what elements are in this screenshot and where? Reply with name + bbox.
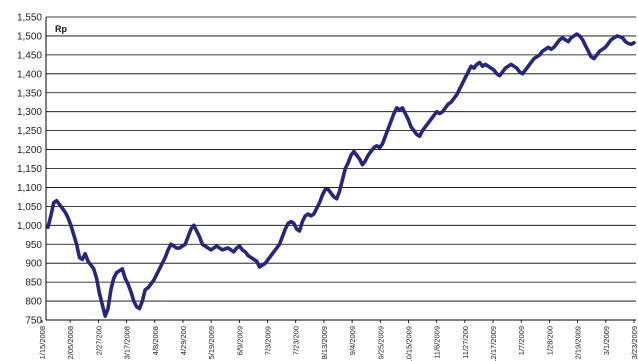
x-tick-label: 3/23/2009 [630, 326, 638, 359]
x-tick-label: 4/29/200 [179, 326, 188, 355]
x-tick-label: 7/3/2009 [264, 326, 273, 355]
x-tick-label: 10/15/2009 [404, 326, 413, 361]
x-tick-label: 2/19/2009 [574, 326, 583, 359]
y-tick-label: 1,550 [17, 13, 42, 24]
x-tick-label: 3/1/2009 [602, 326, 611, 355]
x-tick-label: 1/28/200 [545, 326, 554, 355]
chart-title: Rp [55, 24, 67, 34]
x-tick-label: 5/19/2009 [207, 326, 216, 359]
gridlines [46, 16, 636, 321]
y-tick-label: 950 [25, 240, 42, 251]
x-tick-label: 1/15/2008 [38, 326, 47, 359]
y-tick-label: 1,250 [17, 126, 42, 137]
x-tick-label: 9/4/2009 [348, 326, 357, 355]
y-tick-label: 1,000 [17, 221, 42, 232]
x-tick-label: 3/17/2008 [123, 326, 132, 359]
y-tick-label: 1,400 [17, 69, 42, 80]
y-tick-label: 1,100 [17, 183, 42, 194]
y-tick-label: 1,350 [17, 88, 42, 99]
x-axis-tick-labels: 1/15/2008 2/05/2008 2/27/200 3/17/2008 4/8/2… [38, 320, 638, 361]
x-tick-label: 6/9/2009 [235, 326, 244, 355]
y-axis-tick-labels: 750 800 850 900 950 1,000 1,050 1,100 1,150 1,200… [17, 13, 42, 327]
x-tick-label: 7/23/200 [292, 326, 301, 355]
y-tick-label: 1,300 [17, 107, 42, 118]
x-tick-label: 4/8/2008 [151, 326, 160, 355]
y-tick-label: 1,050 [17, 202, 42, 213]
x-tick-label: 9/25/2009 [376, 326, 385, 359]
x-tick-label: 2/27/200 [94, 326, 103, 355]
series-line [46, 32, 636, 319]
y-tick-label: 1,200 [17, 145, 42, 156]
x-tick-label: 1/7/2009 [517, 326, 526, 355]
y-tick-label: 900 [25, 259, 42, 270]
y-tick-label: 850 [25, 278, 42, 289]
x-tick-label: 2/05/2008 [66, 326, 75, 359]
y-tick-label: 800 [25, 297, 42, 308]
x-tick-label: 8/13/2009 [320, 326, 329, 359]
x-tick-label: 11/27/200 [461, 326, 470, 359]
y-tick-label: 750 [25, 316, 42, 327]
y-tick-label: 1,500 [17, 31, 42, 42]
y-tick-label: 1,450 [17, 50, 42, 61]
x-tick-label: 11/6/2009 [433, 326, 442, 359]
y-tick-label: 1,150 [17, 164, 42, 175]
x-tick-label: 12/17/2009 [489, 326, 498, 361]
